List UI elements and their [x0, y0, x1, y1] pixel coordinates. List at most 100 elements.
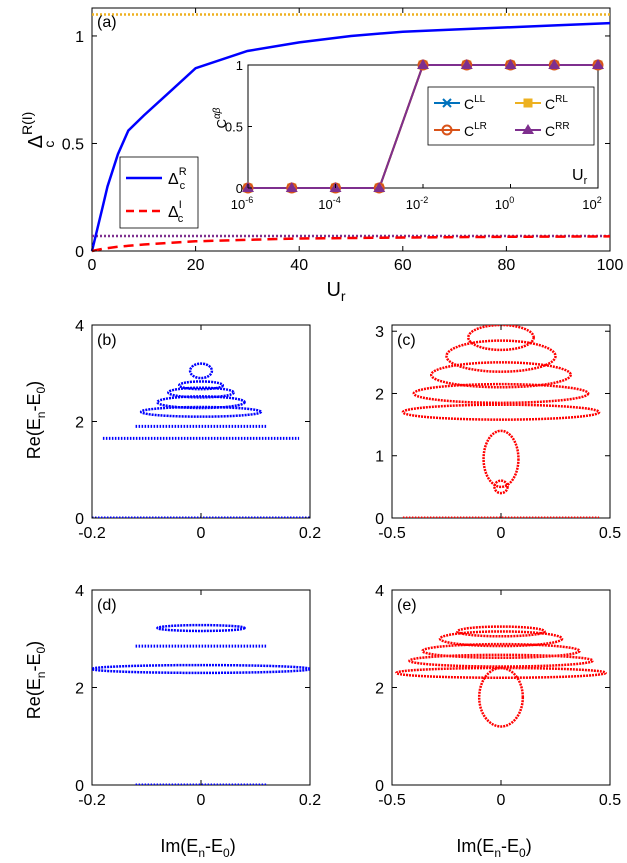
x-tick-label-3: 60	[394, 257, 412, 274]
panel-b-data	[92, 362, 310, 518]
panel-a-label: (a)	[97, 14, 117, 31]
inset-point-rr-4	[417, 59, 429, 69]
inset-legend-label-ll: CLL	[464, 94, 486, 112]
panel-c-loop-6	[493, 479, 509, 495]
panel-c-loop-2	[429, 361, 573, 389]
panel-c-x-tick-label-2: 0.5	[599, 525, 621, 542]
legend-label-delta-i: ΔI c	[168, 199, 184, 225]
panel-b-loop-4	[188, 362, 214, 380]
inset-ylabel: Cαβ	[212, 107, 229, 128]
x-tick-label-4: 80	[498, 257, 516, 274]
inset-legend-marker-ll	[442, 98, 452, 108]
panel-c-loop-0	[401, 403, 601, 421]
panel-e-y-tick-label-1: 2	[375, 681, 384, 698]
y-tick-label-2: 1	[75, 29, 84, 46]
panel-e-x-tick-label-0: -0.5	[378, 792, 406, 809]
y-tick-label-1: 0.5	[62, 136, 84, 153]
panel-e-xlabel: Im(En-E0)	[456, 836, 531, 860]
panel-d-x-tick-label-1: 0	[197, 792, 206, 809]
inset-point-rr-6	[504, 59, 517, 69]
legend-label-delta-r: ΔR c	[168, 166, 187, 192]
panel-b-label: (b)	[97, 332, 117, 349]
x-tick-label-1: 20	[187, 257, 205, 274]
inset-point-rr-3	[373, 182, 386, 192]
x-tick-label-5: 100	[597, 257, 624, 274]
x-tick-label-0: 0	[88, 257, 97, 274]
panel-c-loop-5	[482, 429, 520, 489]
panel-b-x-tick-label-1: 0	[197, 525, 206, 542]
panel-d-data	[92, 623, 310, 785]
panel-c-loop-3	[445, 339, 557, 373]
inset-legend-marker-lr	[441, 124, 453, 136]
panel-b-frame	[91, 324, 311, 519]
panel-e-y-tick-label-0: 0	[375, 778, 384, 795]
panel-b-y-tick-label-2: 4	[75, 318, 84, 335]
x-tick-label-2: 40	[290, 257, 308, 274]
panel-b-y-tick-label-1: 2	[75, 415, 84, 432]
panel-d-y-tick-label-0: 0	[75, 778, 84, 795]
inset-x-tick-label-0: 10-6	[231, 195, 253, 212]
panel-c-data	[401, 325, 601, 518]
inset-legend-marker-rl	[523, 98, 533, 108]
panel-a-xlabel: Ur	[326, 279, 345, 304]
inset-x-tick-label-1: 10-4	[318, 195, 340, 212]
panel-b-loop-2	[167, 386, 235, 399]
panel-c-x-tick-label-0: -0.5	[378, 525, 406, 542]
panel-d-label: (d)	[97, 597, 117, 614]
panel-c-x-tick-label-1: 0	[497, 525, 506, 542]
panel-b-loop-3	[177, 380, 225, 391]
panel-e-loop-2	[421, 642, 581, 660]
panel-e-loop-3	[438, 630, 564, 648]
series-line-delta-r	[90, 21, 611, 252]
inset-x-tick-label-4: 102	[582, 195, 601, 212]
panel-a-inset: 10-6 10-4 10-2 100 102 0 0.5 1 Cαβ Ur CLL CRL CLR…	[212, 58, 604, 212]
panel-b-x-tick-label-0: -0.2	[78, 525, 106, 542]
panel-c-frame	[391, 324, 611, 519]
panel-e-data	[395, 625, 607, 728]
panel-c-label: (c)	[397, 332, 416, 349]
panel-d-loop-1	[156, 623, 246, 633]
panel-d-frame	[91, 589, 311, 786]
inset-x-tick-label-3: 100	[495, 195, 514, 212]
panel-b-y-tick-label-0: 0	[75, 511, 84, 528]
panel-d-x-tick-label-2: 0.2	[299, 792, 321, 809]
panel-c-y-tick-label-3: 3	[375, 324, 384, 341]
inset-legend: CLL CRL CLR CRR	[427, 86, 595, 146]
panel-e-loop-4	[456, 625, 546, 638]
panel-a-legend: ΔR c ΔI c	[119, 156, 199, 229]
panel-c-y-tick-label-1: 1	[375, 449, 384, 466]
panel-d-y-tick-label-2: 4	[75, 583, 84, 600]
panel-c-loop-1	[412, 382, 590, 405]
inset-point-rr-7	[548, 59, 561, 69]
inset-xlabel: Ur	[572, 167, 588, 187]
panel-b-x-tick-label-2: 0.2	[299, 525, 321, 542]
panel-e-loop-5	[477, 666, 525, 728]
panel-c-y-tick-label-0: 0	[375, 511, 384, 528]
inset-point-rr-1	[285, 182, 298, 192]
inset-point-rr-8	[592, 59, 604, 69]
panel-e-frame	[391, 589, 611, 786]
panel-c-loop-4	[467, 325, 535, 352]
inset-y-tick-label-1: 0.5	[225, 120, 243, 135]
inset-point-rr-5	[460, 59, 473, 69]
panel-e-label: (e)	[397, 597, 417, 614]
inset-legend-label-rl: CRL	[545, 94, 568, 112]
panel-e-x-tick-label-1: 0	[497, 792, 506, 809]
inset-y-tick-label-2: 1	[236, 58, 243, 73]
panel-e-y-tick-label-2: 4	[375, 583, 384, 600]
panel-d-loop-0	[92, 663, 310, 675]
panel-c-y-tick-label-2: 2	[375, 386, 384, 403]
panel-d-x-tick-label-0: -0.2	[78, 792, 106, 809]
inset-legend-label-lr: CLR	[464, 121, 487, 139]
panel-b-loop-0	[139, 405, 263, 418]
panel-e-x-tick-label-2: 0.5	[599, 792, 621, 809]
panel-b-ylabel: Re(En-E0)	[24, 381, 48, 459]
inset-y-tick-label-0: 0	[236, 181, 243, 196]
panel-d-y-tick-label-1: 2	[75, 681, 84, 698]
panel-d-ylabel: Re(En-E0)	[24, 641, 48, 719]
panel-a-ylabel: ΔR(I)c	[19, 112, 57, 149]
